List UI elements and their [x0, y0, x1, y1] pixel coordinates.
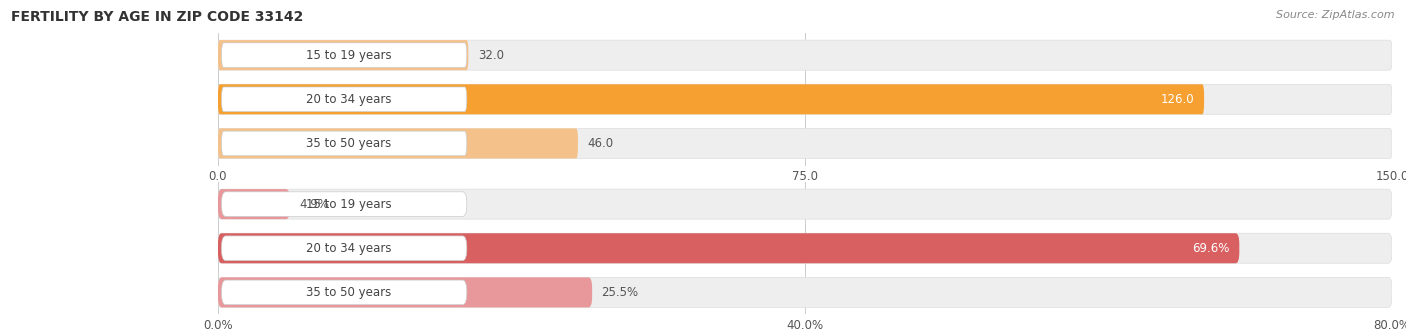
Text: 15 to 19 years: 15 to 19 years [307, 198, 392, 211]
FancyBboxPatch shape [218, 189, 290, 219]
FancyBboxPatch shape [222, 236, 467, 260]
Text: 4.9%: 4.9% [299, 198, 329, 211]
FancyBboxPatch shape [218, 40, 468, 70]
Text: 15 to 19 years: 15 to 19 years [307, 49, 392, 62]
FancyBboxPatch shape [222, 87, 467, 112]
Text: 25.5%: 25.5% [602, 286, 638, 299]
FancyBboxPatch shape [218, 277, 592, 307]
FancyBboxPatch shape [218, 84, 1204, 114]
FancyBboxPatch shape [222, 43, 467, 68]
Text: Source: ZipAtlas.com: Source: ZipAtlas.com [1277, 10, 1395, 20]
FancyBboxPatch shape [222, 131, 467, 156]
Text: 35 to 50 years: 35 to 50 years [307, 286, 392, 299]
FancyBboxPatch shape [218, 128, 578, 159]
FancyBboxPatch shape [218, 189, 1392, 219]
Text: 32.0: 32.0 [478, 49, 503, 62]
FancyBboxPatch shape [222, 192, 467, 216]
Text: 20 to 34 years: 20 to 34 years [307, 93, 392, 106]
FancyBboxPatch shape [218, 233, 1392, 263]
Text: 46.0: 46.0 [588, 137, 613, 150]
FancyBboxPatch shape [218, 233, 1239, 263]
FancyBboxPatch shape [222, 280, 467, 305]
FancyBboxPatch shape [218, 277, 1392, 307]
FancyBboxPatch shape [218, 128, 1392, 159]
FancyBboxPatch shape [218, 84, 1392, 114]
Text: FERTILITY BY AGE IN ZIP CODE 33142: FERTILITY BY AGE IN ZIP CODE 33142 [11, 10, 304, 24]
Text: 126.0: 126.0 [1161, 93, 1195, 106]
Text: 69.6%: 69.6% [1192, 242, 1230, 255]
Text: 35 to 50 years: 35 to 50 years [307, 137, 392, 150]
FancyBboxPatch shape [218, 40, 1392, 70]
Text: 20 to 34 years: 20 to 34 years [307, 242, 392, 255]
